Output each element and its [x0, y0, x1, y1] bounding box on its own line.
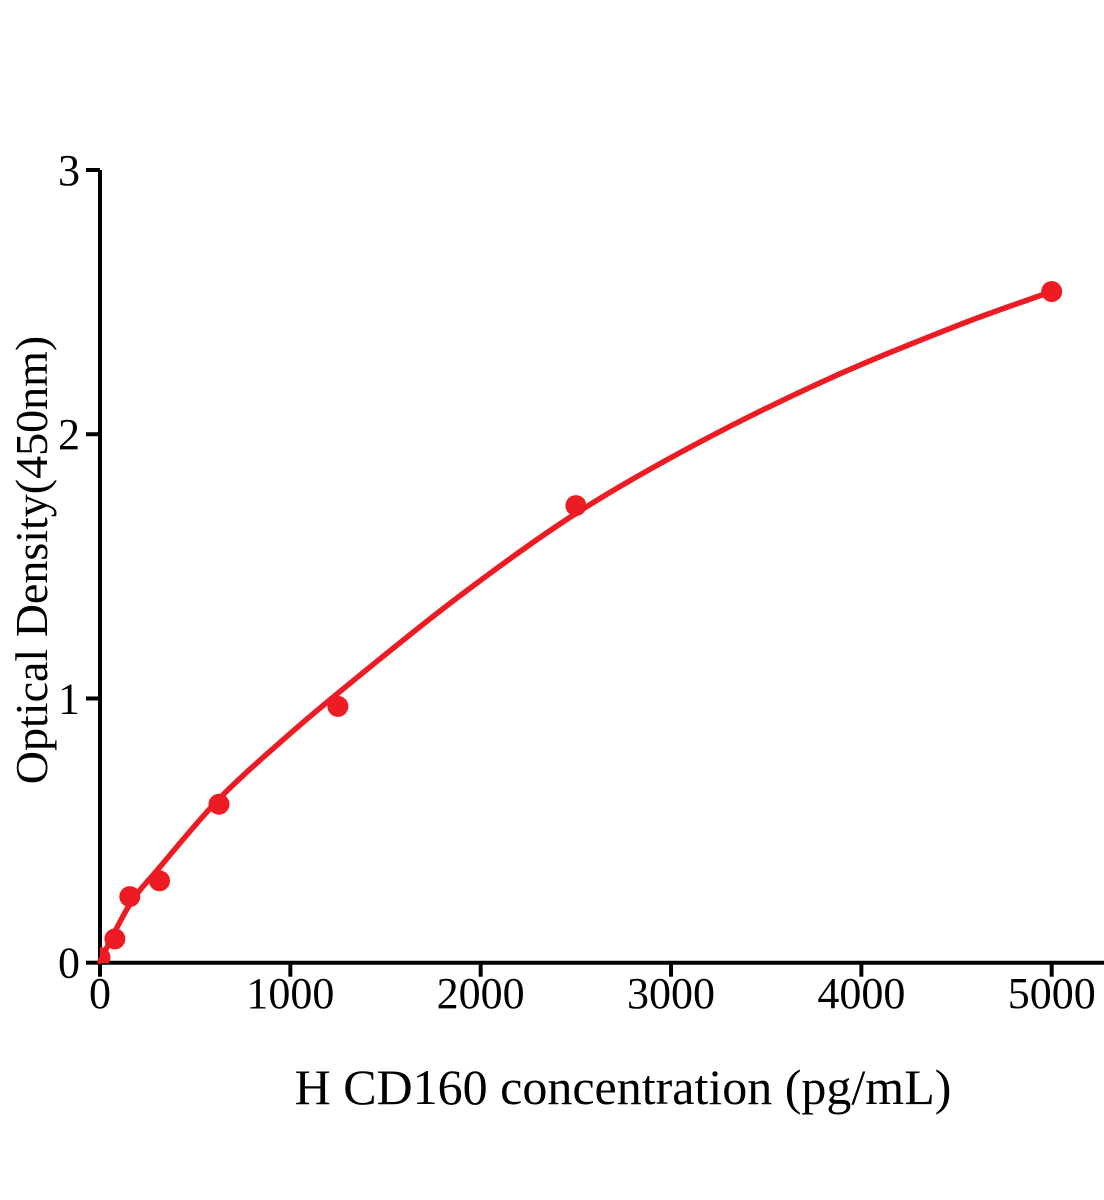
y-axis-tick-label: 1: [58, 674, 80, 723]
data-points-group: [100, 281, 1063, 963]
data-point-marker: [104, 928, 126, 950]
y-axis-tick-label: 3: [58, 146, 80, 195]
y-axis-tick-label: 0: [58, 939, 80, 988]
x-axis-tick-label: 3000: [627, 969, 715, 1018]
data-point-marker: [1041, 281, 1063, 302]
x-axis-tick-label: 2000: [437, 969, 525, 1018]
x-axis-tick-label: 5000: [1008, 969, 1096, 1018]
data-point-marker: [327, 695, 349, 717]
fit-curve-line: [97, 288, 1055, 965]
data-point-marker: [149, 870, 170, 892]
y-axis-tick-label: 2: [58, 410, 80, 459]
x-axis-tick-label: 0: [89, 969, 111, 1018]
data-point-marker: [119, 886, 141, 908]
x-axis-tick-label: 4000: [817, 969, 905, 1018]
data-point-marker: [208, 793, 230, 815]
axes-group: 0 1000 2000 3000 4000 5000 0 1 2 3: [58, 146, 1104, 1018]
fit-curve-group: [97, 288, 1055, 965]
data-point-marker: [100, 946, 111, 963]
x-axis-tick-label: 1000: [246, 969, 334, 1018]
data-point-marker: [565, 495, 587, 517]
y-axis-title: Optical Density(450nm): [6, 336, 57, 784]
x-axis-title: H CD160 concentration (pg/mL): [295, 1059, 952, 1115]
